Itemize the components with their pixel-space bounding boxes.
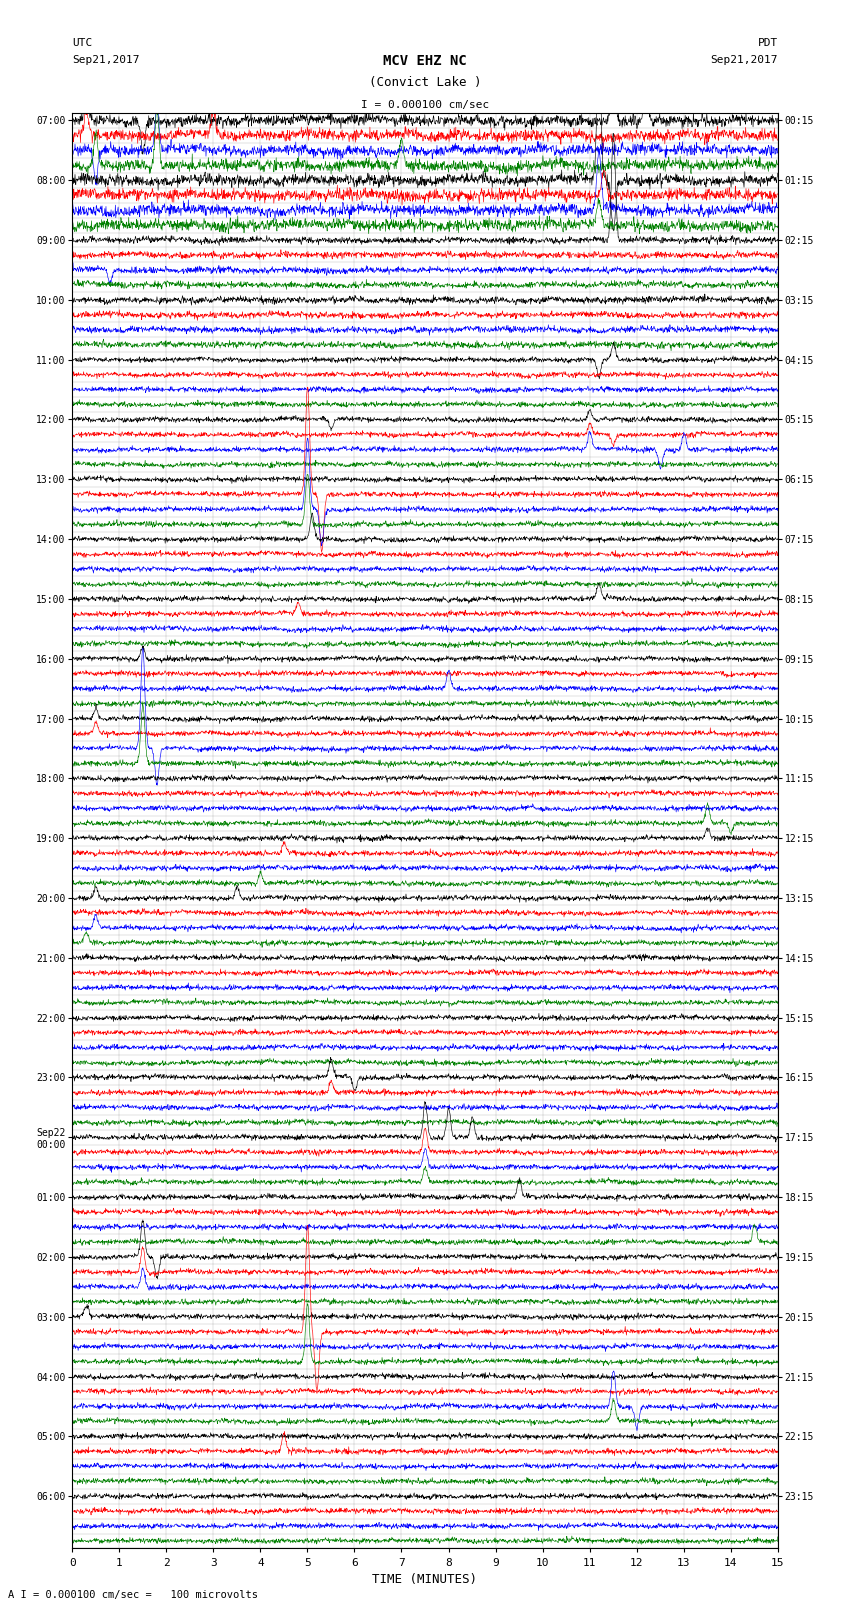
Text: UTC: UTC <box>72 39 93 48</box>
Text: MCV EHZ NC: MCV EHZ NC <box>383 53 467 68</box>
Text: (Convict Lake ): (Convict Lake ) <box>369 76 481 89</box>
Text: Sep21,2017: Sep21,2017 <box>72 55 139 65</box>
Text: A I = 0.000100 cm/sec =   100 microvolts: A I = 0.000100 cm/sec = 100 microvolts <box>8 1590 258 1600</box>
X-axis label: TIME (MINUTES): TIME (MINUTES) <box>372 1573 478 1586</box>
Text: Sep21,2017: Sep21,2017 <box>711 55 778 65</box>
Text: I = 0.000100 cm/sec: I = 0.000100 cm/sec <box>361 100 489 110</box>
Text: PDT: PDT <box>757 39 778 48</box>
